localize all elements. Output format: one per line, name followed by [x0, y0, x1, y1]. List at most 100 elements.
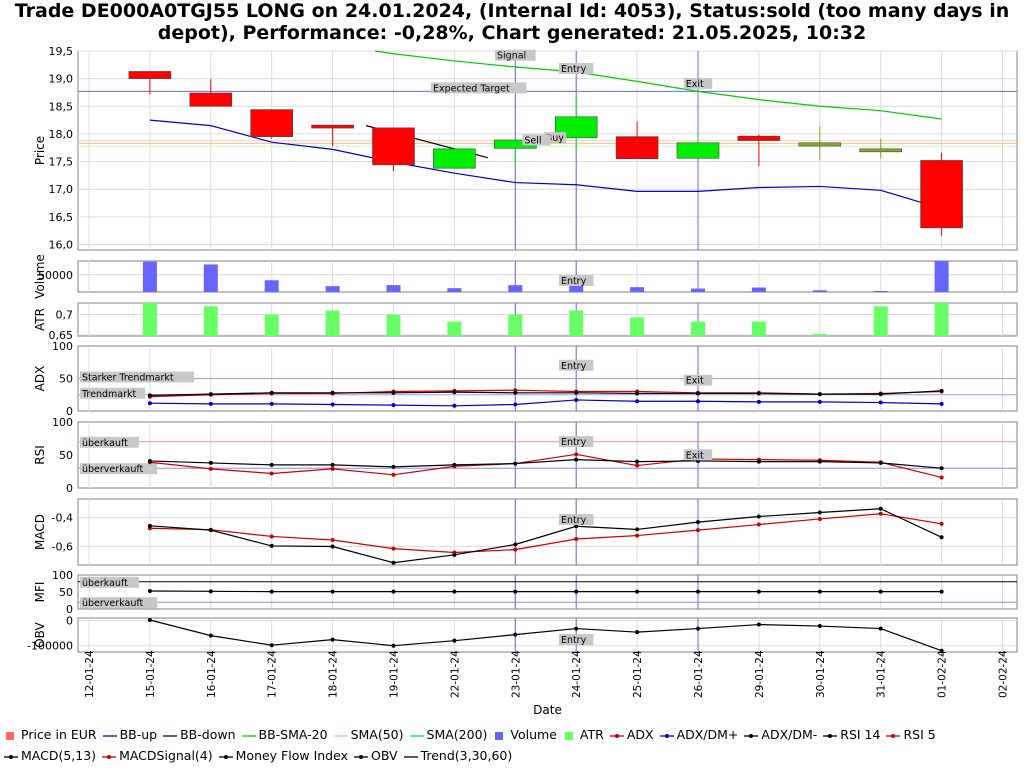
obv-line-point	[208, 633, 213, 638]
price-annotation: Entry	[561, 64, 587, 75]
mfi-level-label: überkauft	[82, 578, 128, 589]
volume-annotation-bg	[558, 275, 594, 286]
rsi-axis-label: RSI	[33, 445, 47, 465]
rsi14-line-point	[269, 462, 274, 467]
price-tick-label: 19,5	[49, 45, 74, 58]
x-axis-label: Date	[533, 703, 562, 717]
legend-label: OBV	[370, 748, 398, 763]
macd-signal-line-point	[878, 511, 883, 516]
macd-line-point	[452, 552, 457, 557]
legend-item: MACD(5,13)	[4, 745, 96, 766]
rsi5-line-point	[635, 463, 640, 468]
x-tick-label: 02-02-24	[998, 650, 1010, 698]
volume-bar	[386, 285, 401, 292]
legend-label: Volume	[510, 727, 557, 742]
macd-line-point	[330, 544, 335, 549]
legend-symbol	[886, 733, 901, 738]
volume-bar	[630, 287, 645, 292]
legend-label: BB-up	[119, 727, 158, 742]
atr-bar	[569, 310, 584, 336]
x-tick-label: 22-01-24	[449, 650, 461, 698]
price-tick-label: 17,0	[49, 183, 74, 196]
adx-dm-plus-line-point	[635, 391, 640, 396]
adx-annotation-bg	[558, 359, 594, 371]
rsi14-line-point	[939, 466, 944, 471]
price-annotation: Sell	[524, 135, 541, 146]
volume-bar	[934, 261, 949, 292]
rsi5-line	[149, 453, 942, 479]
x-tick-label: 19-01-24	[389, 650, 401, 698]
mfi-tick-label: 0	[66, 603, 73, 616]
rsi5-line-point	[939, 475, 944, 480]
mfi-line-point	[878, 589, 883, 594]
rsi14-line-point	[756, 459, 761, 464]
macd-line-point	[635, 527, 640, 532]
legend-symbol	[609, 733, 624, 738]
atr-bar	[751, 321, 766, 336]
legend-label: ADX	[626, 727, 654, 742]
legend-item: BB-SMA-20	[241, 724, 328, 745]
obv-panel-frame	[77, 617, 1018, 653]
legend-label: RSI 5	[903, 727, 936, 742]
mfi-line-point	[269, 589, 274, 594]
atr-bar	[873, 306, 888, 336]
rsi-level-label: überkauft	[82, 438, 128, 449]
adx-dm-plus-line-point	[391, 390, 396, 395]
legend-item: ADX	[609, 724, 654, 745]
x-tick-label: 16-01-24	[206, 650, 218, 698]
legend-symbol	[163, 734, 178, 737]
rsi5-line-point	[574, 452, 579, 457]
macd-line-point	[756, 514, 761, 519]
adx-dm-plus-line-point	[513, 390, 518, 395]
adx-dm-minus-line-point	[696, 399, 700, 404]
volume-bar	[203, 264, 218, 292]
volume-bar	[812, 290, 827, 292]
legend-symbol	[659, 733, 674, 738]
macd-axis-label: MACD	[33, 514, 47, 550]
price-annotation-bg	[495, 49, 536, 61]
obv-line-point	[939, 648, 944, 653]
mfi-tick-label: 50	[59, 586, 73, 599]
candle-body	[920, 160, 963, 229]
adx-dm-minus-line-point	[513, 402, 518, 407]
legend-symbol	[102, 734, 117, 737]
chart-title-line-1: Trade DE000A0TGJ55 LONG on 24.01.2024, (…	[14, 0, 1010, 22]
adx-level-label: Trendmarkt	[81, 389, 136, 400]
legend-item: ADX/DM+	[659, 724, 738, 745]
legend-symbol	[353, 754, 368, 759]
legend-item: OBV	[353, 745, 398, 766]
volume-axis-label: Volume	[33, 254, 47, 299]
adx-axis-label: ADX	[33, 366, 47, 392]
macd-line-point	[269, 543, 274, 548]
price-annotation-bg	[431, 82, 527, 94]
adx-annotation: Entry	[561, 361, 587, 372]
obv-line-point	[635, 630, 640, 635]
atr-bar	[264, 314, 279, 336]
legend-item: RSI 5	[886, 724, 936, 745]
macd-line-point	[817, 510, 822, 515]
volume-bar	[751, 287, 766, 292]
bb-down-line	[149, 119, 942, 210]
rsi-tick-label: 0	[66, 482, 73, 495]
x-tick-label: 15-01-24	[145, 650, 157, 698]
candle-body	[311, 124, 354, 129]
macd-signal-line-point	[391, 546, 396, 551]
volume-bar	[873, 290, 888, 292]
macd-annotation-bg	[558, 514, 594, 525]
candle-body	[737, 135, 781, 141]
adx-level-label-bg	[80, 387, 145, 399]
volume-bar	[691, 288, 705, 292]
legend-symbol	[6, 731, 14, 740]
legend-item: Volume	[493, 724, 557, 745]
macd-line-point	[513, 542, 518, 547]
adx-dm-minus-line-point	[330, 402, 335, 407]
mfi-line-point	[452, 589, 457, 594]
macd-signal-line-point	[817, 516, 822, 521]
adx-dm-minus-line-point	[574, 397, 579, 402]
rsi14-line-point	[452, 462, 457, 467]
macd-tick-label: -0,4	[52, 512, 73, 525]
legend-label: Price in EUR	[21, 727, 97, 742]
price-tick-label: 18,5	[49, 100, 74, 113]
macd-signal-line-point	[330, 538, 335, 543]
legend-label: Trend(3,30,60)	[420, 748, 513, 763]
